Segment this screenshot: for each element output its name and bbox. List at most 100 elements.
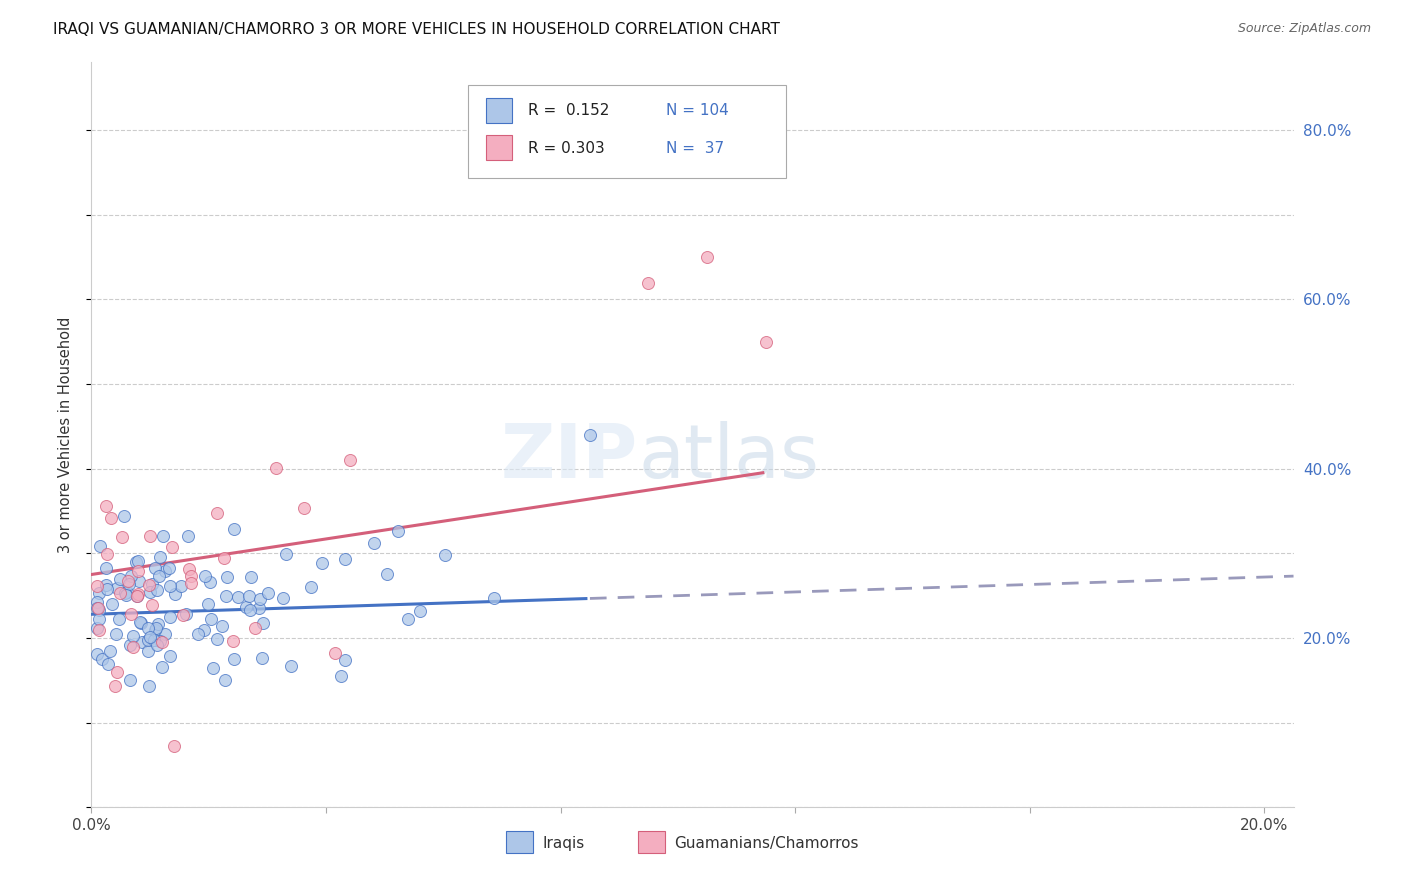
Point [112, 508, 135, 523]
Point [238, 590, 260, 604]
Point [114, 586, 136, 600]
Point [257, 585, 280, 599]
Point [387, 524, 409, 538]
Point [86, 579, 108, 593]
Point [87, 612, 110, 626]
Text: Guamanians/Chamorros: Guamanians/Chamorros [675, 836, 859, 850]
Point [114, 588, 136, 602]
Point [120, 568, 142, 582]
Text: R = 0.303: R = 0.303 [527, 141, 605, 155]
FancyBboxPatch shape [468, 85, 786, 178]
Point [111, 530, 134, 544]
Point [434, 548, 457, 562]
Point [100, 644, 122, 658]
Point [139, 529, 162, 543]
Bar [485, 98, 512, 123]
Text: Iraqis: Iraqis [543, 836, 585, 850]
Point [247, 600, 270, 615]
Point [127, 587, 149, 601]
Point [755, 334, 778, 349]
Point [87, 623, 110, 637]
Point [131, 635, 153, 649]
Point [120, 607, 142, 622]
Point [301, 580, 323, 594]
Point [214, 673, 236, 688]
Point [138, 679, 160, 693]
Point [198, 575, 221, 590]
Point [128, 574, 150, 589]
Point [274, 547, 297, 561]
Point [249, 592, 271, 607]
Point [339, 453, 361, 467]
Point [122, 640, 145, 655]
Bar [638, 831, 665, 854]
Point [187, 627, 209, 641]
Point [128, 564, 150, 578]
Point [170, 579, 193, 593]
Point [240, 570, 263, 584]
Point [146, 617, 169, 632]
Point [148, 568, 170, 582]
Point [108, 612, 131, 626]
Bar [506, 831, 533, 854]
Point [375, 566, 398, 581]
Point [333, 653, 356, 667]
Point [160, 541, 183, 555]
Point [104, 627, 127, 641]
Point [165, 587, 187, 601]
Point [292, 500, 315, 515]
Point [396, 612, 419, 626]
Point [163, 739, 186, 754]
Point [150, 635, 173, 649]
Point [197, 598, 219, 612]
Point [153, 627, 176, 641]
Point [148, 549, 170, 564]
Point [172, 608, 194, 623]
Point [207, 507, 229, 521]
Text: atlas: atlas [638, 421, 820, 493]
Point [138, 578, 160, 592]
Point [96, 499, 118, 513]
Point [152, 528, 174, 542]
Point [222, 652, 245, 666]
Point [409, 604, 432, 618]
Point [212, 551, 235, 566]
Point [104, 679, 127, 693]
Point [174, 607, 197, 621]
Point [273, 591, 295, 605]
Point [150, 660, 173, 674]
Point [129, 615, 152, 629]
Point [86, 621, 108, 635]
Point [211, 619, 233, 633]
Point [252, 616, 274, 631]
Point [149, 634, 172, 648]
Point [177, 562, 200, 576]
Point [127, 554, 149, 568]
Point [86, 600, 108, 615]
Point [330, 669, 353, 683]
Text: Source: ZipAtlas.com: Source: ZipAtlas.com [1237, 22, 1371, 36]
Point [145, 621, 167, 635]
Point [226, 590, 249, 604]
Text: ZIP: ZIP [501, 421, 638, 493]
Point [579, 427, 602, 442]
Point [100, 510, 122, 524]
Point [97, 657, 120, 671]
Point [120, 673, 142, 688]
Point [125, 555, 148, 569]
Point [136, 643, 159, 657]
Point [333, 552, 356, 566]
Point [217, 570, 239, 584]
Point [153, 564, 176, 578]
Point [243, 622, 266, 636]
Point [96, 561, 118, 575]
Point [222, 634, 245, 648]
Point [89, 603, 111, 617]
Point [105, 581, 128, 595]
Point [105, 665, 128, 680]
Point [201, 660, 224, 674]
Point [90, 651, 112, 665]
Point [194, 568, 217, 582]
Point [323, 646, 346, 660]
Point [101, 597, 124, 611]
